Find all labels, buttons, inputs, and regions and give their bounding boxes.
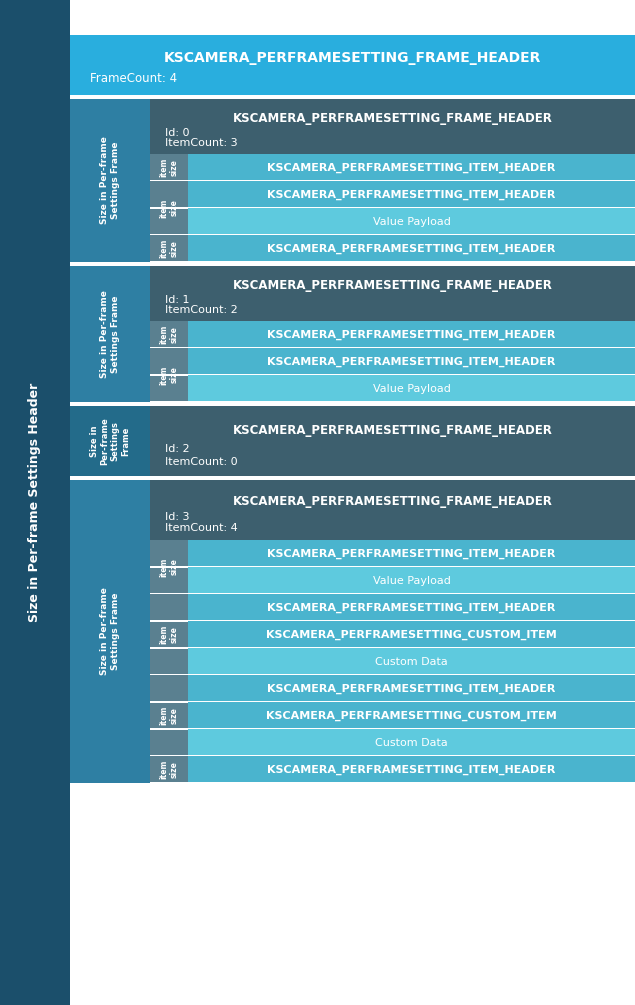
Bar bbox=[150, 154, 188, 181]
Bar bbox=[150, 701, 635, 702]
Text: Value Payload: Value Payload bbox=[373, 384, 450, 394]
Bar bbox=[150, 99, 635, 154]
Bar bbox=[150, 180, 635, 182]
Bar bbox=[188, 540, 635, 567]
Text: KSCAMERA_PERFRAMESETTING_CUSTOM_ITEM: KSCAMERA_PERFRAMESETTING_CUSTOM_ITEM bbox=[266, 629, 557, 639]
Text: Size in Per-frame
Settings Frame: Size in Per-frame Settings Frame bbox=[100, 290, 120, 378]
Text: KSCAMERA_PERFRAMESETTING_ITEM_HEADER: KSCAMERA_PERFRAMESETTING_ITEM_HEADER bbox=[267, 189, 556, 200]
Text: Size in Per-frame Settings Header: Size in Per-frame Settings Header bbox=[29, 383, 41, 622]
Text: KSCAMERA_PERFRAMESETTING_FRAME_HEADER: KSCAMERA_PERFRAMESETTING_FRAME_HEADER bbox=[232, 424, 552, 437]
Bar bbox=[70, 406, 150, 476]
Bar bbox=[150, 728, 635, 730]
Text: item
size: item size bbox=[159, 558, 178, 577]
Bar bbox=[150, 540, 188, 594]
Bar bbox=[150, 620, 635, 621]
Text: KSCAMERA_PERFRAMESETTING_ITEM_HEADER: KSCAMERA_PERFRAMESETTING_ITEM_HEADER bbox=[267, 602, 556, 613]
Bar bbox=[150, 566, 635, 568]
Bar bbox=[188, 594, 635, 621]
Bar bbox=[188, 208, 635, 235]
Text: KSCAMERA_PERFRAMESETTING_ITEM_HEADER: KSCAMERA_PERFRAMESETTING_ITEM_HEADER bbox=[267, 683, 556, 693]
Text: item
size: item size bbox=[159, 706, 178, 726]
Text: Value Payload: Value Payload bbox=[373, 216, 450, 226]
Text: KSCAMERA_PERFRAMESETTING_FRAME_HEADER: KSCAMERA_PERFRAMESETTING_FRAME_HEADER bbox=[232, 112, 552, 125]
Bar bbox=[188, 729, 635, 756]
Bar bbox=[188, 181, 635, 208]
Text: item
size: item size bbox=[159, 158, 178, 177]
Text: KSCAMERA_PERFRAMESETTING_CUSTOM_ITEM: KSCAMERA_PERFRAMESETTING_CUSTOM_ITEM bbox=[266, 711, 557, 721]
Bar bbox=[188, 235, 635, 262]
Text: ItemCount: 3: ItemCount: 3 bbox=[165, 138, 237, 148]
Text: KSCAMERA_PERFRAMESETTING_FRAME_HEADER: KSCAMERA_PERFRAMESETTING_FRAME_HEADER bbox=[164, 51, 541, 64]
Bar bbox=[150, 374, 635, 376]
Text: KSCAMERA_PERFRAMESETTING_ITEM_HEADER: KSCAMERA_PERFRAMESETTING_ITEM_HEADER bbox=[267, 243, 556, 253]
Bar bbox=[188, 375, 635, 402]
Bar bbox=[150, 347, 635, 349]
Bar bbox=[150, 647, 635, 648]
Bar bbox=[150, 675, 188, 756]
Text: KSCAMERA_PERFRAMESETTING_ITEM_HEADER: KSCAMERA_PERFRAMESETTING_ITEM_HEADER bbox=[267, 163, 556, 173]
Text: Size in Per-frame
Settings Frame: Size in Per-frame Settings Frame bbox=[100, 588, 120, 675]
Text: Id: 1: Id: 1 bbox=[165, 295, 189, 306]
Bar bbox=[150, 261, 635, 262]
Bar bbox=[150, 755, 635, 757]
Bar bbox=[150, 756, 188, 783]
Bar bbox=[70, 0, 635, 35]
Bar bbox=[150, 593, 635, 595]
Text: KSCAMERA_PERFRAMESETTING_ITEM_HEADER: KSCAMERA_PERFRAMESETTING_ITEM_HEADER bbox=[267, 357, 556, 367]
Text: item
size: item size bbox=[159, 625, 178, 644]
Bar bbox=[70, 35, 635, 95]
Text: Custom Data: Custom Data bbox=[375, 656, 448, 666]
Text: Id: 2: Id: 2 bbox=[165, 444, 190, 454]
Bar bbox=[150, 321, 188, 348]
Bar bbox=[150, 235, 188, 262]
Bar bbox=[188, 675, 635, 702]
Bar bbox=[150, 480, 635, 540]
Bar bbox=[70, 266, 150, 402]
Text: item
size: item size bbox=[159, 198, 178, 218]
Bar bbox=[188, 621, 635, 648]
Text: Id: 3: Id: 3 bbox=[165, 513, 189, 523]
Text: item
size: item size bbox=[159, 239, 178, 258]
Bar bbox=[150, 266, 635, 321]
Bar bbox=[150, 406, 635, 476]
Text: KSCAMERA_PERFRAMESETTING_FRAME_HEADER: KSCAMERA_PERFRAMESETTING_FRAME_HEADER bbox=[232, 494, 552, 508]
Text: Size in
Per-frame
Settings
Frame: Size in Per-frame Settings Frame bbox=[90, 417, 130, 465]
Text: Custom Data: Custom Data bbox=[375, 738, 448, 748]
Bar bbox=[150, 674, 635, 675]
Bar bbox=[150, 348, 188, 402]
Text: KSCAMERA_PERFRAMESETTING_ITEM_HEADER: KSCAMERA_PERFRAMESETTING_ITEM_HEADER bbox=[267, 330, 556, 340]
Bar bbox=[150, 401, 635, 402]
Bar bbox=[150, 782, 635, 784]
Bar bbox=[188, 756, 635, 783]
Bar bbox=[188, 154, 635, 181]
Text: FrameCount: 4: FrameCount: 4 bbox=[90, 71, 177, 84]
Text: KSCAMERA_PERFRAMESETTING_FRAME_HEADER: KSCAMERA_PERFRAMESETTING_FRAME_HEADER bbox=[232, 278, 552, 291]
Text: ItemCount: 2: ItemCount: 2 bbox=[165, 305, 237, 315]
Bar bbox=[150, 234, 635, 235]
Bar bbox=[188, 567, 635, 594]
Bar bbox=[150, 207, 635, 208]
Bar bbox=[70, 99, 150, 262]
Bar bbox=[188, 648, 635, 675]
Text: Id: 0: Id: 0 bbox=[165, 128, 189, 138]
Bar bbox=[150, 181, 188, 235]
Text: item
size: item size bbox=[159, 760, 178, 779]
Bar bbox=[150, 594, 188, 675]
Bar bbox=[188, 321, 635, 348]
Text: KSCAMERA_PERFRAMESETTING_ITEM_HEADER: KSCAMERA_PERFRAMESETTING_ITEM_HEADER bbox=[267, 549, 556, 559]
Bar bbox=[70, 480, 150, 783]
Bar bbox=[188, 702, 635, 729]
Text: Size in Per-frame
Settings Frame: Size in Per-frame Settings Frame bbox=[100, 137, 120, 224]
Text: Value Payload: Value Payload bbox=[373, 576, 450, 586]
Text: item
size: item size bbox=[159, 365, 178, 385]
Text: KSCAMERA_PERFRAMESETTING_ITEM_HEADER: KSCAMERA_PERFRAMESETTING_ITEM_HEADER bbox=[267, 765, 556, 775]
Bar bbox=[188, 348, 635, 375]
Text: ItemCount: 0: ItemCount: 0 bbox=[165, 457, 237, 467]
Text: item
size: item size bbox=[159, 325, 178, 344]
Text: ItemCount: 4: ItemCount: 4 bbox=[165, 523, 237, 533]
Bar bbox=[0, 0, 70, 1005]
